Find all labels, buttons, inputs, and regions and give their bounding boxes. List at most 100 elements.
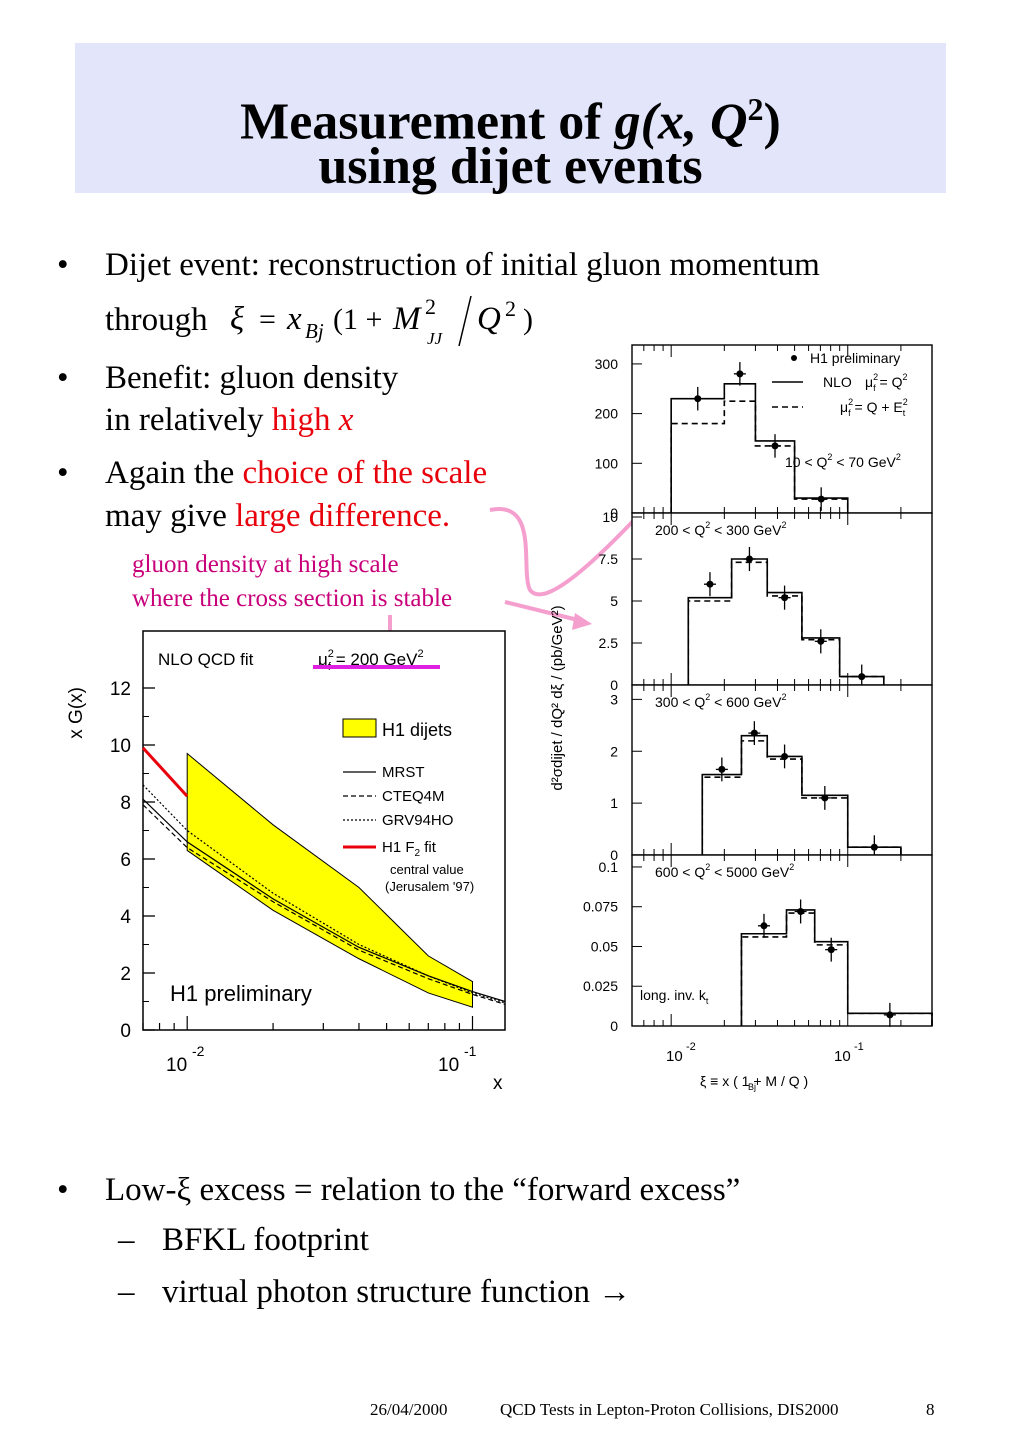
y-tick-label: 0	[610, 1018, 618, 1034]
bullet-1-line1: Dijet event: reconstruction of initial g…	[105, 247, 820, 283]
svg-text:): )	[523, 303, 533, 336]
legend-mu1: μ2 f = Q2	[865, 372, 907, 393]
data-point	[817, 495, 825, 503]
y-tick-label: 8	[120, 793, 131, 814]
data-point	[694, 395, 702, 403]
sub-bullet-1: BFKL footprint	[162, 1222, 369, 1258]
panel-q2-label: 600 < Q2 < 5000 GeV2	[655, 862, 794, 880]
x-tick-label: 10	[834, 1048, 851, 1065]
x-tick-label: 10	[166, 1055, 187, 1076]
annotation-line2: where the cross section is stable	[132, 585, 453, 612]
arrow-straight	[504, 600, 583, 623]
bullet-marker: •	[57, 247, 69, 283]
data-point	[781, 594, 789, 602]
legend-f2: H1 F2 fit	[382, 839, 437, 859]
panel-frame	[631, 854, 933, 1027]
x-tick-label: 10	[666, 1048, 683, 1065]
x-axis-label: x	[493, 1073, 503, 1094]
x-tick-label: 10	[438, 1055, 459, 1076]
bullet-3-line2: may give large difference.	[105, 498, 451, 534]
data-point	[870, 843, 878, 851]
panel-q2-label: 10 < Q2 < 70 GeV2	[785, 452, 901, 470]
bullet-1-line2: through	[105, 302, 208, 338]
x-tick-exponent: -2	[192, 1043, 205, 1059]
annotation-line1: gluon density at high scale	[132, 551, 399, 578]
footer-page: 8	[926, 1400, 935, 1419]
sub-bullet-dash: –	[118, 1274, 135, 1310]
y-tick-label: 10	[602, 509, 618, 525]
bullet-2-line1: Benefit: gluon density	[105, 360, 399, 396]
data-point	[718, 765, 726, 773]
legend-cteq: CTEQ4M	[382, 788, 445, 805]
y-tick-label: 100	[595, 455, 619, 471]
cross-section-panel: 0 1 2 3 300 < Q2 < 600 GeV2	[610, 684, 933, 863]
bullet-2-line2: in relatively high x	[105, 402, 354, 438]
svg-text:=: =	[259, 303, 276, 336]
cross-section-panel: 0 0.025 0.05 0.075 0.1 600 < Q2 < 5000 GeV2 lo…	[583, 854, 933, 1034]
legend-central: central value	[390, 862, 464, 877]
right-x-axis-label: ξ ≡ x ( 1 + M / Q )	[700, 1073, 808, 1089]
y-tick-label: 10	[110, 736, 131, 757]
y-tick-label: 200	[595, 406, 619, 422]
data-point	[760, 922, 768, 930]
panel-frame	[631, 684, 933, 856]
x-tick-exponent: -1	[854, 1041, 864, 1053]
sub-bullet-dash: –	[118, 1222, 135, 1258]
y-tick-label: 0	[610, 847, 618, 863]
legend-jerusalem: (Jerusalem '97)	[385, 879, 474, 894]
svg-text:d²σdijet / dQ² dξ / (pb/GeV²: d²σdijet / dQ² dξ / (pb/GeV²)	[549, 605, 566, 790]
y-tick-label: 5	[610, 593, 618, 609]
panel-extra-label: long. inv. kt	[640, 987, 709, 1006]
slide-title-line1: Measurement of g(x, Q2)	[240, 91, 781, 151]
y-tick-label: 300	[595, 356, 619, 372]
legend-dijets: H1 dijets	[382, 720, 452, 740]
y-tick-label: 2	[120, 964, 131, 985]
y-tick-label: 4	[120, 907, 131, 928]
arrow-curve	[489, 468, 682, 597]
svg-text:x: x	[286, 301, 302, 337]
data-point	[736, 370, 744, 378]
legend-mu2: μ2 f = Q + E2 t	[840, 397, 908, 418]
y-tick-label: 0.1	[599, 859, 619, 875]
data-point	[797, 907, 805, 915]
legend-prelim-marker	[791, 355, 797, 361]
y-tick-label: 0	[610, 505, 618, 521]
y-tick-label: 12	[110, 679, 131, 700]
x-tick-exponent: -2	[686, 1041, 696, 1053]
y-tick-label: 0	[610, 677, 618, 693]
y-tick-label: 0	[120, 1021, 131, 1042]
grv94ho-curve	[142, 784, 506, 1004]
y-tick-label: 2	[610, 743, 618, 759]
panel-q2-label: 200 < Q2 < 300 GeV2	[655, 520, 786, 538]
mrst-curve	[142, 798, 506, 1003]
right-y-axis-label: d²σdijet / dQ² dξ / (pb/GeV²)	[549, 605, 566, 790]
fit-label: NLO QCD fit	[158, 650, 254, 669]
slide-title-line2: using dijet events	[318, 138, 703, 195]
svg-text:ξ: ξ	[230, 301, 245, 337]
footer-title: QCD Tests in Lepton-Proton Collisions, D…	[500, 1400, 839, 1419]
legend-nlo: NLO	[823, 374, 852, 390]
x-tick-exponent: -1	[464, 1043, 477, 1059]
svg-text:JJ: JJ	[427, 329, 444, 348]
data-point	[771, 442, 779, 450]
legend-grv: GRV94HO	[382, 812, 453, 829]
h1-preliminary-watermark: H1 preliminary	[170, 981, 312, 1006]
xi-formula: ξ = x Bj (1 + M 2 JJ Q 2 )	[230, 294, 533, 348]
h1-dijets-band	[186, 752, 473, 1008]
y-tick-label: 1	[610, 795, 618, 811]
data-point	[886, 1011, 894, 1019]
y-tick-label: 6	[120, 850, 131, 871]
data-point	[706, 580, 714, 588]
panel-frame	[631, 344, 933, 514]
data-point	[858, 673, 866, 681]
h1-f2-fit-curve	[141, 746, 189, 798]
bullet-marker: •	[57, 360, 69, 396]
bullet-3-line1: Again the choice of the scale	[105, 455, 488, 491]
footer-date: 26/04/2000	[370, 1400, 448, 1419]
data-point	[827, 946, 835, 954]
data-point	[750, 729, 758, 737]
svg-text:M: M	[392, 301, 422, 337]
title-banner: Measurement of g(x, Q2) using dijet even…	[75, 43, 946, 195]
y-axis-label: x G(x)	[66, 687, 87, 739]
